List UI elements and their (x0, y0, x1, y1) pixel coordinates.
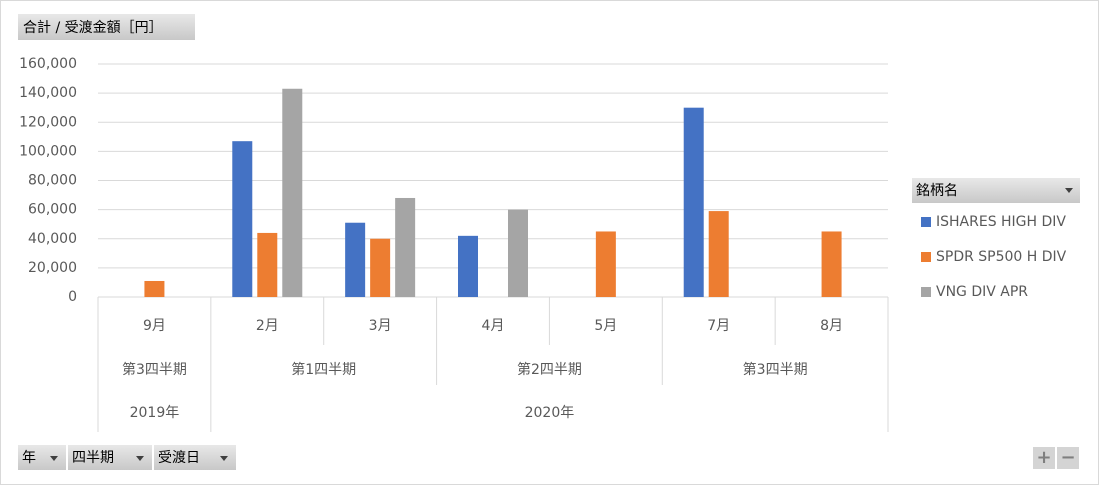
legend-swatch (921, 217, 931, 227)
legend-swatch (921, 252, 931, 262)
field-button-bg (18, 445, 66, 470)
y-tick-label: 80,000 (28, 173, 77, 189)
year-label: 2020年 (525, 405, 575, 421)
x-tick-label: 3月 (369, 318, 392, 334)
bar (708, 211, 729, 297)
zoom-button-label: + (1036, 447, 1051, 468)
bar (370, 238, 391, 297)
bar (232, 141, 253, 297)
bar (821, 231, 842, 297)
x-tick-label: 5月 (594, 318, 617, 334)
zoom-button[interactable]: + (1033, 447, 1055, 469)
dropdown-arrow (1065, 188, 1073, 193)
legend-label: ISHARES HIGH DIV (936, 214, 1066, 230)
bar (257, 232, 278, 297)
bar (458, 235, 478, 297)
zoom-button-bg (1057, 447, 1079, 469)
year-label: 2019年 (130, 405, 180, 421)
zoom-button-label: − (1060, 447, 1075, 468)
title-button[interactable]: 合計 / 受渡金額［円］ (18, 14, 195, 40)
x-tick-label: 4月 (482, 318, 505, 334)
quarter-label: 第1四半期 (291, 361, 356, 378)
bar (683, 107, 704, 297)
field-button-label: 年 (22, 450, 36, 466)
legend-title-button[interactable]: 銘柄名 (912, 178, 1080, 203)
legend: 銘柄名 ISHARES HIGH DIV SPDR SP500 H DIV VNG D… (912, 178, 1080, 300)
legend-swatch (921, 287, 931, 297)
quarter-label: 第2四半期 (517, 361, 582, 378)
zoom-button-bg (1033, 447, 1055, 469)
y-tick-label: 160,000 (19, 56, 77, 72)
zoom-button[interactable]: − (1057, 447, 1079, 469)
dropdown-arrow (50, 456, 58, 461)
y-tick-label: 40,000 (28, 231, 77, 247)
bar (595, 231, 616, 297)
y-tick-label: 20,000 (28, 260, 77, 276)
x-tick-label: 8月 (820, 318, 843, 334)
bar (144, 280, 165, 297)
x-tick-label: 9月 (143, 318, 166, 334)
legend-label: VNG DIV APR (936, 284, 1028, 300)
dropdown-arrow (220, 456, 228, 461)
chart-title: 合計 / 受渡金額［円］ (23, 20, 163, 36)
field-button-label: 受渡日 (158, 450, 200, 466)
bar (282, 88, 303, 297)
bar (345, 222, 366, 297)
y-tick-label: 0 (68, 289, 77, 305)
legend-label: SPDR SP500 H DIV (936, 249, 1067, 265)
title-button-bg (18, 14, 195, 40)
field-button[interactable]: 受渡日 (154, 445, 236, 470)
y-tick-label: 100,000 (19, 143, 77, 159)
quarter-label: 第3四半期 (122, 361, 187, 378)
bar (395, 197, 416, 297)
bar (508, 209, 528, 297)
y-tick-label: 120,000 (19, 114, 77, 130)
y-tick-label: 140,000 (19, 85, 77, 101)
field-button[interactable]: 四半期 (68, 445, 152, 470)
y-tick-label: 60,000 (28, 202, 77, 218)
field-button-label: 四半期 (72, 450, 114, 466)
x-tick-label: 2月 (256, 318, 279, 334)
legend-title-bg (912, 178, 1080, 203)
dropdown-arrow (136, 456, 144, 461)
quarter-label: 第3四半期 (743, 361, 808, 378)
legend-title: 銘柄名 (916, 183, 958, 199)
x-tick-label: 7月 (707, 318, 730, 334)
field-button[interactable]: 年 (18, 445, 66, 470)
